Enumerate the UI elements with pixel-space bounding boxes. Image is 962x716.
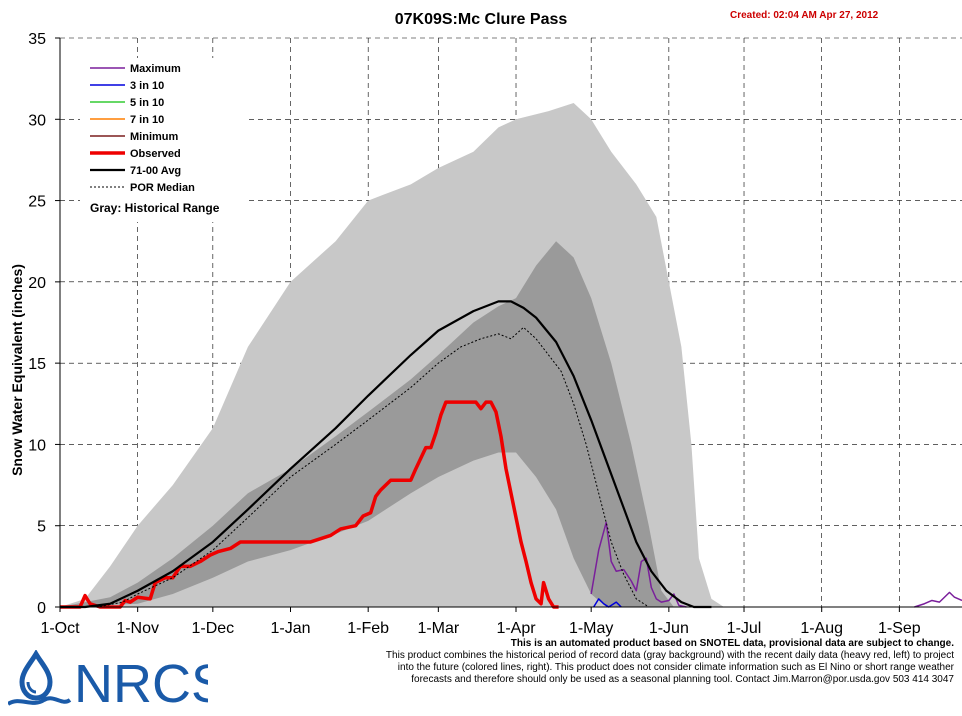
x-tick-label: 1-Dec bbox=[191, 620, 234, 637]
y-tick-label: 20 bbox=[28, 275, 46, 292]
x-tick-label: 1-Sep bbox=[878, 620, 921, 637]
x-tick-label: 1-Feb bbox=[347, 620, 389, 637]
x-tick-label: 1-Jul bbox=[727, 620, 762, 637]
disclaimer-line-2: This product combines the historical per… bbox=[385, 650, 954, 661]
series-line-observed bbox=[60, 400, 559, 609]
interquartile-band bbox=[60, 241, 674, 607]
legend-label: POR Median bbox=[130, 182, 195, 194]
disclaimer-line-3: into the future (colored lines, right). … bbox=[397, 662, 954, 673]
y-tick-label: 5 bbox=[37, 519, 46, 536]
legend-label: Minimum bbox=[130, 131, 178, 143]
x-tick-label: 1-Nov bbox=[116, 620, 159, 637]
legend-label: Maximum bbox=[130, 63, 181, 75]
x-tick-label: 1-Jun bbox=[649, 620, 689, 637]
y-tick-label: 10 bbox=[28, 437, 46, 454]
series-line-maximum bbox=[590, 521, 687, 608]
created-timestamp: Created: 02:04 AM Apr 27, 2012 bbox=[730, 10, 879, 21]
legend-label: 71-00 Avg bbox=[130, 165, 181, 177]
legend-note: Gray: Historical Range bbox=[90, 201, 220, 215]
nrcs-logo: NRCS bbox=[8, 650, 208, 712]
series-line-maximum bbox=[914, 591, 962, 608]
legend-label: 5 in 10 bbox=[130, 97, 164, 109]
y-tick-label: 35 bbox=[28, 31, 46, 48]
disclaimer: This is an automated product based on SN… bbox=[300, 638, 954, 686]
chart-title: 07K09S:Mc Clure Pass bbox=[394, 11, 568, 28]
disclaimer-line-1: This is an automated product based on SN… bbox=[510, 638, 954, 649]
x-tick-label: 1-Aug bbox=[800, 620, 843, 637]
y-tick-label: 0 bbox=[37, 600, 46, 617]
x-tick-label: 1-Apr bbox=[496, 620, 536, 637]
legend-label: 3 in 10 bbox=[130, 80, 164, 92]
y-tick-label: 15 bbox=[28, 356, 46, 373]
disclaimer-line-4: forecasts and therefore should only be u… bbox=[411, 674, 954, 685]
logo-text: NRCS bbox=[74, 654, 208, 712]
x-tick-label: 1-Mar bbox=[417, 620, 459, 637]
legend-label: 7 in 10 bbox=[130, 114, 164, 126]
y-tick-label: 25 bbox=[28, 194, 46, 211]
y-tick-label: 30 bbox=[28, 112, 46, 129]
x-tick-label: 1-Oct bbox=[40, 620, 80, 637]
x-tick-label: 1-May bbox=[569, 620, 613, 637]
x-tick-label: 1-Jan bbox=[270, 620, 310, 637]
water-drop-icon bbox=[19, 650, 53, 701]
y-axis-label: Snow Water Equivalent (inches) bbox=[9, 264, 25, 476]
legend-label: Observed bbox=[130, 148, 181, 160]
series-line-71-00-avg bbox=[60, 300, 712, 609]
series-line-3-in-10 bbox=[593, 598, 622, 608]
logo-wave bbox=[8, 696, 72, 706]
